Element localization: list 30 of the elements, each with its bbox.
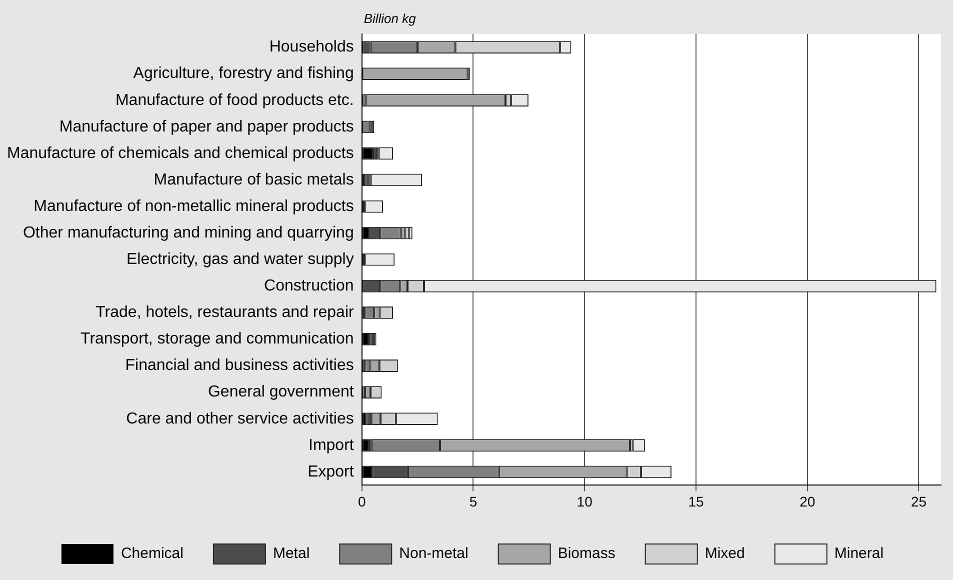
y-tick-label: Households: [269, 38, 354, 56]
y-tick-label: Construction: [264, 278, 354, 295]
y-tick-label: Manufacture of non-metallic mineral products: [34, 198, 354, 215]
y-tick-label: Manufacture of chemicals and chemical products: [6, 144, 354, 162]
y-tick-label: Financial and business activities: [125, 357, 354, 374]
y-tick-label: Agriculture, forestry and fishing: [133, 65, 354, 82]
y-tick-label: Manufacture of food products etc.: [115, 92, 354, 109]
legend-label: Biomass: [558, 545, 616, 562]
y-tick-label: Transport, storage and communication: [80, 330, 354, 348]
y-tick-label: Manufacture of paper and paper products: [59, 118, 354, 136]
x-tick-label: 10: [576, 493, 593, 510]
legend-label: Metal: [272, 545, 310, 562]
x-tick-label: 25: [910, 493, 927, 510]
legend-label: Non-metal: [399, 545, 468, 562]
legend-label: Mixed: [704, 545, 745, 562]
y-tick-label: Electricity, gas and water supply: [126, 251, 354, 268]
y-tick-label: Manufacture of basic metals: [154, 171, 354, 188]
x-tick-label: 20: [800, 493, 816, 510]
y-tick-label: Trade, hotels, restaurants and repair: [96, 304, 354, 322]
legend-label: Chemical: [120, 545, 184, 562]
x-tick-label: 15: [688, 493, 704, 510]
y-tick-label: Export: [308, 463, 354, 480]
y-tick-label: Other manufacturing and mining and quarrying: [22, 224, 354, 242]
legend-label: Mineral: [834, 545, 884, 562]
y-tick-label: General government: [208, 384, 354, 401]
y-tick-label: Import: [308, 436, 354, 454]
y-tick-label: Care and other service activities: [126, 410, 354, 428]
x-axis-title: Billion kg: [364, 11, 417, 26]
x-tick-label: 5: [469, 493, 478, 510]
x-tick-label: 0: [358, 493, 366, 510]
